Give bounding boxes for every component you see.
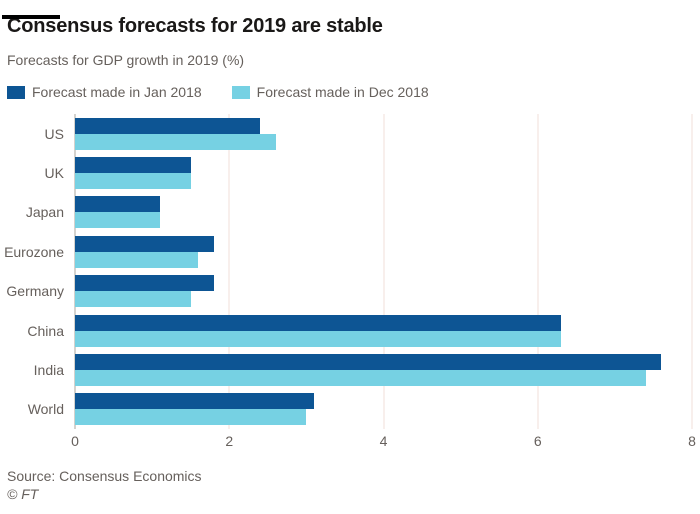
bar-china-dec-2018 <box>75 330 561 347</box>
x-tick-label-2: 2 <box>225 433 234 449</box>
bar-us-dec-2018 <box>75 133 276 150</box>
chart-subtitle: Forecasts for GDP growth in 2019 (%) <box>7 52 245 68</box>
gridline-8 <box>691 114 693 429</box>
bar-group-india <box>75 353 692 386</box>
x-tick-label-8: 8 <box>688 433 696 449</box>
legend-swatch-jan-2018 <box>7 85 25 99</box>
bar-india-jan-2018 <box>75 353 662 370</box>
chart-row-japan: Japan <box>26 193 692 232</box>
category-label-eurozone: Eurozone <box>4 243 64 260</box>
bar-eurozone-dec-2018 <box>75 251 199 268</box>
chart-row-eurozone: Eurozone <box>4 232 692 271</box>
ft-chart-page: Consensus forecasts for 2019 are stable … <box>0 14 700 514</box>
bar-group-eurozone <box>75 235 692 268</box>
gridlines <box>74 114 693 429</box>
chart-row-world: World <box>28 390 692 429</box>
gridline-4 <box>383 114 384 429</box>
source-note: Source: Consensus Economics <box>7 468 202 484</box>
bar-world-dec-2018 <box>75 409 307 426</box>
category-label-china: China <box>27 322 64 339</box>
bar-chart: US UK Japan Eurozone Germany China India World … <box>0 114 700 450</box>
bar-group-us <box>75 117 692 150</box>
category-label-india: India <box>33 361 64 378</box>
category-label-world: World <box>27 401 64 418</box>
bar-group-japan <box>75 196 692 229</box>
x-tick-label-0: 0 <box>71 433 79 449</box>
category-label-uk: UK <box>44 165 64 182</box>
x-tick-label-6: 6 <box>533 433 542 449</box>
ft-copyright: © FT <box>7 486 39 502</box>
plot-area: US UK Japan Eurozone Germany China India World <box>4 114 693 429</box>
bar-germany-jan-2018 <box>75 275 214 292</box>
bar-germany-dec-2018 <box>75 291 191 308</box>
legend-item-jan-2018: Forecast made in Jan 2018 <box>7 84 202 100</box>
chart-rows: US UK Japan Eurozone Germany China India World <box>4 114 692 429</box>
bar-us-jan-2018 <box>75 117 261 134</box>
chart-row-china: China <box>27 311 692 350</box>
bar-uk-jan-2018 <box>75 157 191 174</box>
x-tick-label-4: 4 <box>379 433 388 449</box>
category-label-germany: Germany <box>6 283 64 300</box>
bar-china-jan-2018 <box>75 314 561 331</box>
bar-group-china <box>75 314 692 347</box>
chart-legend: Forecast made in Jan 2018 Forecast made … <box>7 84 700 100</box>
page-title: Consensus forecasts for 2019 are stable <box>7 15 383 37</box>
legend-label-dec-2018: Forecast made in Dec 2018 <box>256 84 429 100</box>
legend-label-jan-2018: Forecast made in Jan 2018 <box>32 84 202 100</box>
bar-world-jan-2018 <box>75 393 315 410</box>
gridline-2 <box>228 114 230 429</box>
bar-india-dec-2018 <box>75 369 646 386</box>
bar-group-world <box>75 393 692 426</box>
bar-japan-dec-2018 <box>75 212 160 229</box>
ft-brand-bar <box>2 15 60 19</box>
chart-row-us: US <box>45 114 692 153</box>
chart-row-india: India <box>34 350 692 389</box>
bar-eurozone-jan-2018 <box>75 235 214 252</box>
gridline-6 <box>537 114 539 429</box>
x-axis-labels: 0 2 4 6 8 <box>71 433 696 450</box>
chart-footer: Source: Consensus Economics © FT <box>7 468 700 503</box>
bar-group-germany <box>75 275 692 308</box>
legend-item-dec-2018: Forecast made in Dec 2018 <box>231 84 429 100</box>
gridline-0 <box>74 114 76 429</box>
legend-swatch-dec-2018 <box>231 85 250 99</box>
bar-group-uk <box>75 157 692 190</box>
category-label-japan: Japan <box>25 204 64 221</box>
bar-uk-dec-2018 <box>75 173 191 190</box>
category-label-us: US <box>44 125 64 142</box>
chart-row-germany: Germany <box>6 272 692 311</box>
bar-japan-jan-2018 <box>75 196 160 213</box>
chart-row-uk: UK <box>45 153 692 192</box>
